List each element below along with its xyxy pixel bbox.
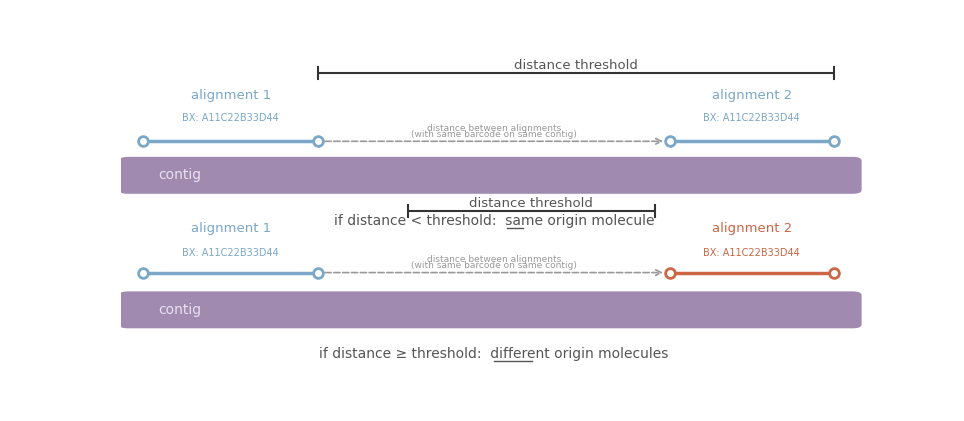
Text: distance between alignments: distance between alignments [427, 256, 561, 264]
Text: (with same barcode on same contig): (with same barcode on same contig) [411, 261, 577, 270]
Text: (with same barcode on same contig): (with same barcode on same contig) [411, 130, 577, 139]
Text: BX: A11C22B33D44: BX: A11C22B33D44 [704, 248, 800, 258]
Text: BX: A11C22B33D44: BX: A11C22B33D44 [182, 113, 279, 123]
Text: distance threshold: distance threshold [514, 59, 638, 72]
Text: alignment 2: alignment 2 [711, 89, 791, 102]
Text: distance threshold: distance threshold [469, 197, 594, 210]
FancyBboxPatch shape [119, 291, 862, 328]
Text: alignment 2: alignment 2 [711, 222, 791, 235]
Text: contig: contig [158, 303, 201, 317]
Text: BX: A11C22B33D44: BX: A11C22B33D44 [182, 248, 279, 258]
FancyBboxPatch shape [119, 157, 862, 194]
Text: alignment 1: alignment 1 [191, 89, 271, 102]
Text: BX: A11C22B33D44: BX: A11C22B33D44 [704, 113, 800, 123]
Text: contig: contig [158, 168, 201, 182]
Text: alignment 1: alignment 1 [191, 222, 271, 235]
Text: if distance < threshold:  same origin molecule: if distance < threshold: same origin mol… [334, 214, 655, 228]
Text: distance between alignments: distance between alignments [427, 124, 561, 133]
Text: if distance ≥ threshold:  different origin molecules: if distance ≥ threshold: different origi… [319, 346, 669, 361]
